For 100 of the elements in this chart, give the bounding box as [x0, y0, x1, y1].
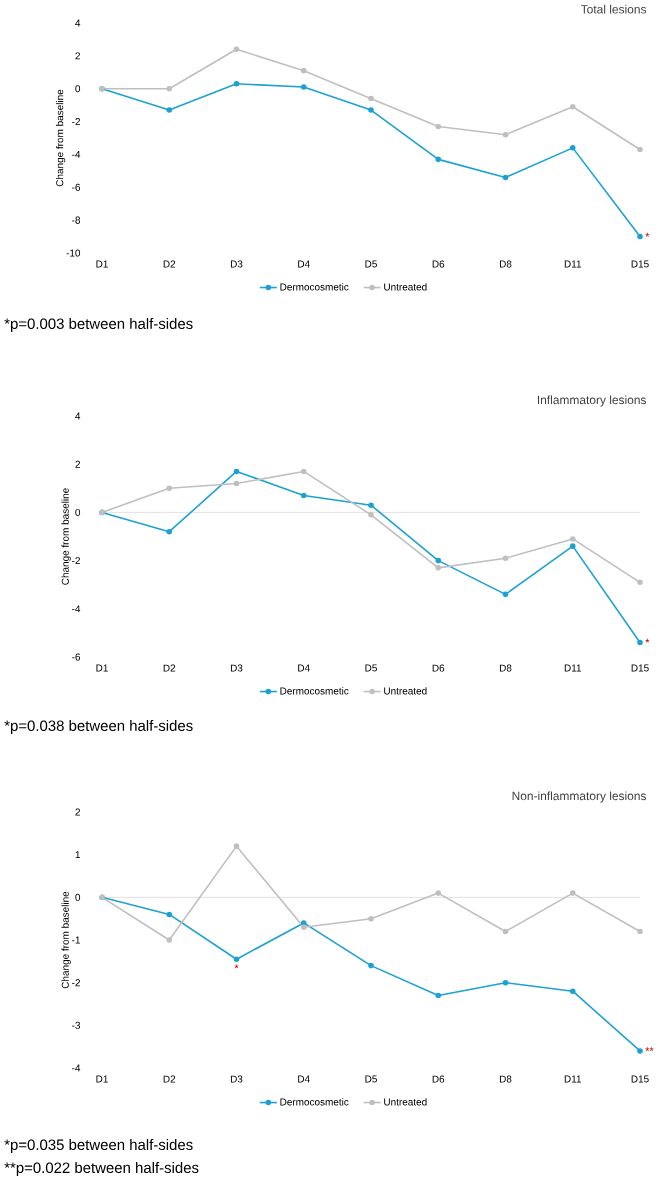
point — [569, 543, 576, 549]
point — [368, 915, 374, 922]
y-axis-title: Change from baseline — [61, 488, 71, 585]
x-tick-label: D4 — [298, 260, 310, 268]
x-tick-label: D1 — [96, 664, 108, 672]
point — [502, 979, 509, 986]
point — [368, 502, 374, 508]
point — [300, 67, 307, 74]
x-tick-label: D5 — [365, 664, 377, 672]
x-tick-label: D11 — [564, 1075, 582, 1083]
point — [502, 928, 509, 935]
point — [569, 536, 576, 542]
x-tick-label: D4 — [298, 664, 310, 672]
y-tick-label: -1 — [72, 936, 80, 944]
point — [569, 145, 576, 151]
x-tick-label: D8 — [499, 664, 512, 672]
point — [166, 528, 173, 535]
text: **p=0.022 between half-sides — [4, 1162, 199, 1176]
point — [166, 85, 173, 92]
y-tick-label: 0 — [75, 85, 81, 93]
point — [569, 890, 576, 896]
point — [637, 639, 643, 646]
point — [637, 1048, 643, 1054]
point — [368, 95, 374, 102]
point — [166, 485, 173, 492]
x-tick-label: D2 — [163, 1075, 176, 1083]
x-tick-label: D2 — [163, 664, 176, 672]
y-tick-label: 2 — [75, 460, 80, 468]
point — [233, 81, 240, 87]
point — [435, 156, 442, 163]
x-tick-label: D11 — [564, 260, 582, 268]
x-tick-label: D3 — [230, 664, 243, 672]
x-tick-label: D1 — [96, 260, 108, 268]
point — [569, 104, 576, 110]
y-tick-label: -2 — [72, 557, 80, 565]
legend-label: Dermocosmetic — [280, 1098, 349, 1106]
point — [300, 84, 307, 90]
point — [637, 928, 643, 935]
y-tick-label: 1 — [75, 851, 80, 859]
annotation: * — [234, 964, 239, 969]
x-tick-label: D15 — [631, 260, 649, 268]
chart-title: Non-inflammatory lesions — [512, 791, 647, 803]
x-tick-label: D5 — [365, 260, 377, 268]
x-tick-label: D6 — [432, 1075, 445, 1083]
point — [300, 468, 307, 475]
y-tick-label: -4 — [72, 151, 81, 158]
y-tick-label: 4 — [75, 19, 81, 27]
text: *p=0.035 between half-sides — [4, 1139, 193, 1153]
point — [233, 843, 240, 849]
point — [502, 591, 509, 598]
y-axis-title: Change from baseline — [55, 89, 66, 187]
point — [637, 233, 643, 240]
x-tick-label: D3 — [230, 1075, 243, 1083]
point — [233, 956, 240, 963]
point — [233, 480, 240, 487]
y-tick-label: -6 — [72, 183, 81, 191]
x-tick-label: D15 — [631, 664, 649, 672]
legend-label: Dermocosmetic — [280, 687, 349, 695]
point — [368, 107, 374, 113]
text: *p=0.038 between half-sides — [4, 720, 193, 734]
y-tick-label: 0 — [75, 508, 81, 516]
y-tick-label: -2 — [72, 979, 80, 987]
point — [166, 107, 173, 113]
legend-label: Untreated — [384, 1098, 427, 1106]
text: *p=0.003 between half-sides — [4, 318, 193, 332]
point — [637, 146, 643, 153]
y-tick-label: -3 — [72, 1021, 81, 1029]
y-tick-label: -6 — [72, 653, 81, 661]
annotation: * — [645, 638, 650, 643]
point — [502, 131, 509, 138]
legend-label: Dermocosmetic — [280, 283, 349, 291]
point — [435, 565, 442, 571]
y-tick-label: 2 — [75, 52, 80, 60]
annotation: ** — [645, 1047, 654, 1052]
x-tick-label: D8 — [499, 260, 512, 268]
x-tick-label: D2 — [163, 260, 176, 268]
x-tick-label: D15 — [631, 1075, 649, 1083]
x-tick-label: D6 — [432, 260, 445, 268]
x-tick-label: D6 — [432, 664, 445, 672]
x-tick-label: D8 — [499, 1075, 512, 1083]
chart-title: Total lesions — [580, 4, 647, 14]
point — [233, 468, 240, 475]
x-tick-label: D11 — [564, 664, 582, 672]
x-tick-label: D4 — [298, 1075, 310, 1083]
point — [435, 123, 442, 130]
y-tick-label: -4 — [72, 605, 81, 613]
y-axis-title: Change from baseline — [61, 891, 71, 989]
point — [300, 492, 307, 499]
y-tick-label: 0 — [75, 893, 81, 901]
point — [233, 46, 240, 53]
y-tick-label: 2 — [75, 808, 80, 816]
y-tick-label: -2 — [72, 118, 80, 126]
point — [502, 555, 509, 561]
x-tick-label: D1 — [96, 1075, 108, 1083]
point — [637, 579, 643, 586]
legend-label: Untreated — [384, 283, 427, 291]
point — [300, 920, 307, 926]
y-tick-label: 4 — [75, 412, 81, 420]
point — [435, 557, 442, 564]
annotation: * — [645, 232, 650, 237]
